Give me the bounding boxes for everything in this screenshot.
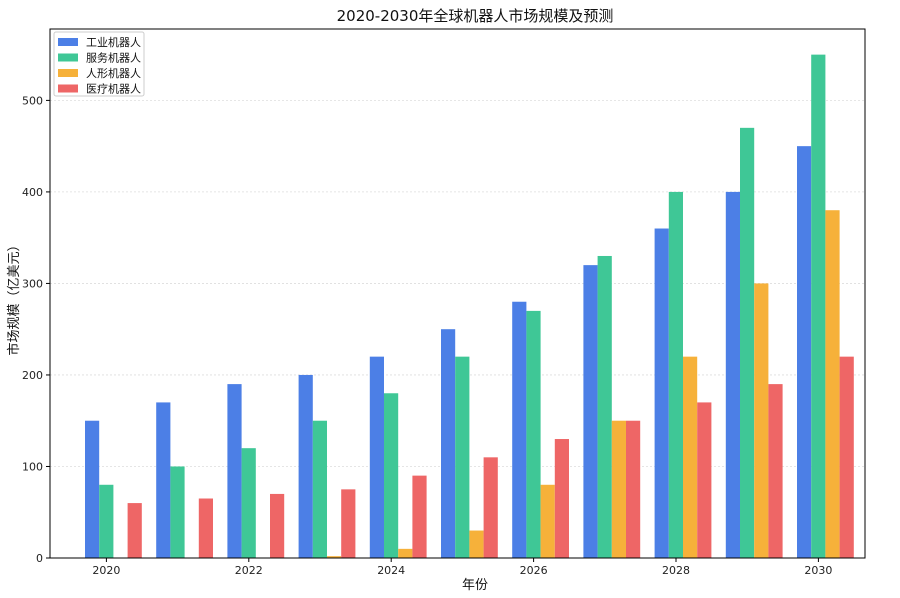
y-tick-label: 300 <box>22 277 43 290</box>
bar <box>811 54 826 559</box>
bar <box>754 283 769 558</box>
bar <box>512 301 527 558</box>
bar <box>412 475 427 558</box>
bar <box>526 310 541 558</box>
bar <box>626 420 641 558</box>
x-tick-label: 2028 <box>662 564 690 577</box>
bar <box>597 255 612 559</box>
y-axis-ticks: 0 100 200 300 400 500 <box>22 94 50 565</box>
bar <box>839 356 854 558</box>
bar <box>227 384 242 558</box>
bar <box>85 420 100 558</box>
legend-swatch <box>58 53 78 62</box>
bar <box>384 393 399 558</box>
legend-swatch <box>58 38 78 46</box>
x-tick-label: 2024 <box>377 564 405 577</box>
bar <box>99 484 114 558</box>
x-tick-label: 2022 <box>235 564 263 577</box>
x-tick-label: 2020 <box>92 564 120 577</box>
plot-frame <box>49 28 866 559</box>
legend-label: 人形机器人 <box>86 66 141 80</box>
bar <box>398 548 413 558</box>
bar <box>740 127 755 558</box>
y-tick-label: 200 <box>22 369 43 382</box>
legend-label: 服务机器人 <box>86 51 141 65</box>
bar <box>540 484 555 558</box>
bar <box>441 329 456 558</box>
bar <box>483 457 498 558</box>
bar <box>725 191 740 558</box>
bar <box>198 498 213 558</box>
legend-swatch <box>58 84 78 93</box>
chart-title: 2020-2030年全球机器人市场规模及预测 <box>337 7 614 25</box>
bars <box>85 54 854 559</box>
bar <box>583 265 598 558</box>
y-tick-label: 500 <box>22 94 43 107</box>
y-axis-label: 市场规模（亿美元） <box>6 238 22 355</box>
bar <box>697 402 712 558</box>
bar <box>554 439 569 558</box>
bar <box>683 356 698 558</box>
bar <box>825 210 840 558</box>
bar <box>668 191 683 558</box>
bar <box>768 384 783 558</box>
x-tick-label: 2030 <box>804 564 832 577</box>
bar <box>469 530 484 558</box>
x-axis-label: 年份 <box>462 578 488 593</box>
legend-box <box>53 31 145 97</box>
bar <box>341 489 356 558</box>
y-tick-label: 400 <box>22 186 43 199</box>
bar <box>241 448 256 558</box>
bar <box>298 374 313 558</box>
legend-label: 医疗机器人 <box>86 82 141 96</box>
bar <box>270 493 285 558</box>
legend-swatch <box>58 69 78 77</box>
bar <box>797 146 812 558</box>
bar <box>611 420 626 558</box>
legend-label: 工业机器人 <box>86 35 141 49</box>
bar <box>455 356 470 558</box>
bar <box>127 503 142 558</box>
y-tick-label: 100 <box>22 460 43 473</box>
bar <box>312 420 327 558</box>
bar <box>170 466 185 558</box>
x-tick-label: 2026 <box>520 564 548 577</box>
bar <box>369 356 384 558</box>
bar <box>156 402 171 558</box>
bar <box>327 556 342 558</box>
x-axis-ticks: 2020 2022 2024 2026 2028 2030 <box>92 558 832 577</box>
y-tick-label: 0 <box>36 552 43 565</box>
bar <box>654 228 669 558</box>
